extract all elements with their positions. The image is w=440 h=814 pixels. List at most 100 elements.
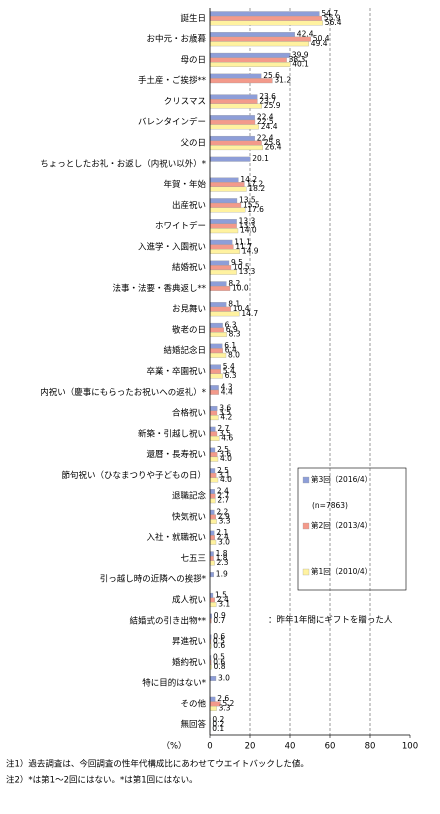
bar — [210, 535, 215, 540]
bar — [210, 448, 215, 453]
bar — [210, 245, 233, 250]
value-label: 2.7 — [217, 496, 229, 505]
value-label: 0.6 — [213, 641, 225, 650]
bar — [210, 145, 263, 150]
value-label: 0.7 — [213, 616, 225, 625]
bar — [210, 427, 215, 432]
footnote: 注2）*は第1～2回にはない。*は第1回にはない。 — [6, 775, 198, 786]
bar — [210, 120, 255, 125]
bar — [210, 261, 229, 266]
bar — [210, 208, 245, 213]
y-tick-label: 新築・引越し祝い — [138, 428, 206, 439]
value-label: 14.7 — [241, 309, 258, 318]
bar — [210, 452, 217, 457]
bar — [210, 198, 237, 203]
value-label: 8.3 — [229, 330, 241, 339]
y-tick-label: 七五三 — [180, 554, 206, 564]
y-tick-label: 手土産・ご挨拶** — [138, 75, 206, 86]
value-label: 14.0 — [240, 226, 257, 235]
bar — [210, 11, 319, 16]
bar — [210, 224, 237, 229]
bar — [210, 219, 237, 224]
bar — [210, 706, 217, 711]
bar — [210, 432, 217, 437]
bar — [210, 58, 287, 63]
bar — [210, 249, 240, 254]
bar — [210, 78, 272, 83]
value-label: 3.0 — [218, 537, 230, 546]
bar — [210, 494, 215, 499]
bar — [210, 593, 213, 598]
bar — [210, 157, 250, 162]
y-tick-label: 節句祝い（ひなまつりや子どもの日） — [61, 470, 206, 481]
bar — [210, 531, 214, 536]
bar — [210, 286, 230, 291]
value-label: 2.3 — [217, 558, 229, 567]
bar — [210, 104, 262, 109]
bar — [210, 270, 237, 275]
bar — [210, 676, 216, 681]
value-label: 25.9 — [264, 101, 281, 110]
value-label: 17.6 — [247, 205, 264, 214]
value-label: 4.0 — [220, 454, 232, 463]
bar — [210, 369, 221, 374]
y-tick-label: 誕生日 — [180, 13, 206, 24]
bar — [210, 556, 214, 561]
bar — [210, 489, 215, 494]
bar — [210, 62, 290, 67]
y-tick-label: お見舞い — [172, 304, 206, 315]
bar — [210, 95, 257, 100]
bar — [210, 498, 215, 503]
bar — [210, 385, 219, 390]
y-tick-label: 快気祝い — [172, 511, 206, 522]
y-tick-label: 合格祝い — [172, 408, 206, 419]
value-label: 20.1 — [252, 154, 269, 163]
value-label: 4.4 — [221, 387, 233, 396]
bar — [210, 332, 227, 337]
bar — [210, 37, 311, 42]
value-label: 4.2 — [220, 413, 232, 422]
value-label: 3.3 — [219, 703, 231, 712]
y-tick-label: バレンタインデー — [138, 117, 206, 128]
legend-label: 第3回（2016/4） — [311, 474, 372, 484]
y-tick-label: 法事・法要・香典返し** — [112, 283, 206, 294]
value-label: 31.2 — [274, 76, 291, 85]
legend-label: 第1回（2010/4） — [311, 566, 372, 576]
bar — [210, 457, 218, 462]
bar — [210, 282, 226, 287]
value-label: 18.2 — [248, 184, 265, 193]
legend-label: 第2回（2013/4） — [311, 520, 372, 530]
bar — [210, 16, 322, 21]
legend-swatch — [303, 569, 309, 575]
bar — [210, 53, 290, 58]
bar — [210, 473, 216, 478]
y-tick-label: 昇進祝い — [172, 636, 206, 647]
bar — [210, 323, 223, 328]
bar — [210, 602, 216, 607]
value-label: 0.8 — [214, 662, 226, 671]
y-tick-label: 結婚祝い — [172, 262, 206, 273]
bar — [210, 519, 217, 524]
bar — [210, 21, 323, 26]
bar — [210, 115, 255, 120]
bar — [210, 302, 226, 307]
y-tick-label: 入社・就職祝い — [146, 532, 206, 543]
bar — [210, 411, 217, 416]
value-label: 13.3 — [239, 267, 256, 276]
value-label: 14.9 — [242, 246, 259, 255]
value-label: 4.6 — [221, 433, 233, 442]
bar — [210, 374, 223, 379]
y-tick-label: 入進学・入園祝い — [138, 241, 206, 252]
legend-swatch — [303, 523, 309, 529]
bar — [210, 561, 215, 566]
bar — [210, 307, 231, 312]
bar — [210, 598, 215, 603]
y-tick-label: 結婚式の引き出物** — [129, 615, 206, 626]
y-tick-label: 無回答 — [180, 719, 206, 730]
y-tick-label: 年賀・年始 — [163, 179, 206, 190]
bar — [210, 415, 218, 420]
bar — [210, 552, 214, 557]
y-tick-label: 内祝い（慶事にもらったお祝いへの返礼）* — [40, 387, 206, 398]
y-tick-label: 母の日 — [180, 55, 206, 65]
